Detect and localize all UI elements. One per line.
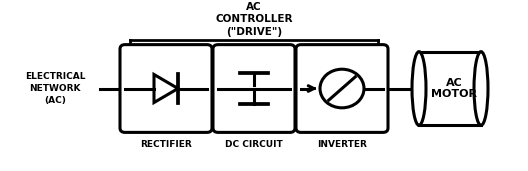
Text: DC CIRCUIT: DC CIRCUIT [225, 140, 283, 149]
Text: RECTIFIER: RECTIFIER [140, 140, 192, 149]
FancyBboxPatch shape [296, 45, 388, 132]
Ellipse shape [412, 52, 426, 125]
Circle shape [320, 69, 364, 108]
Polygon shape [154, 74, 178, 103]
Ellipse shape [474, 52, 488, 125]
Text: AC
CONTROLLER
("DRIVE"): AC CONTROLLER ("DRIVE") [215, 2, 293, 37]
Bar [419, 52, 481, 125]
Text: INVERTER: INVERTER [317, 140, 367, 149]
Text: AC
MOTOR: AC MOTOR [431, 78, 477, 99]
FancyBboxPatch shape [213, 45, 295, 132]
FancyBboxPatch shape [120, 45, 212, 132]
Text: ELECTRICAL
NETWORK
(AC): ELECTRICAL NETWORK (AC) [25, 72, 85, 105]
